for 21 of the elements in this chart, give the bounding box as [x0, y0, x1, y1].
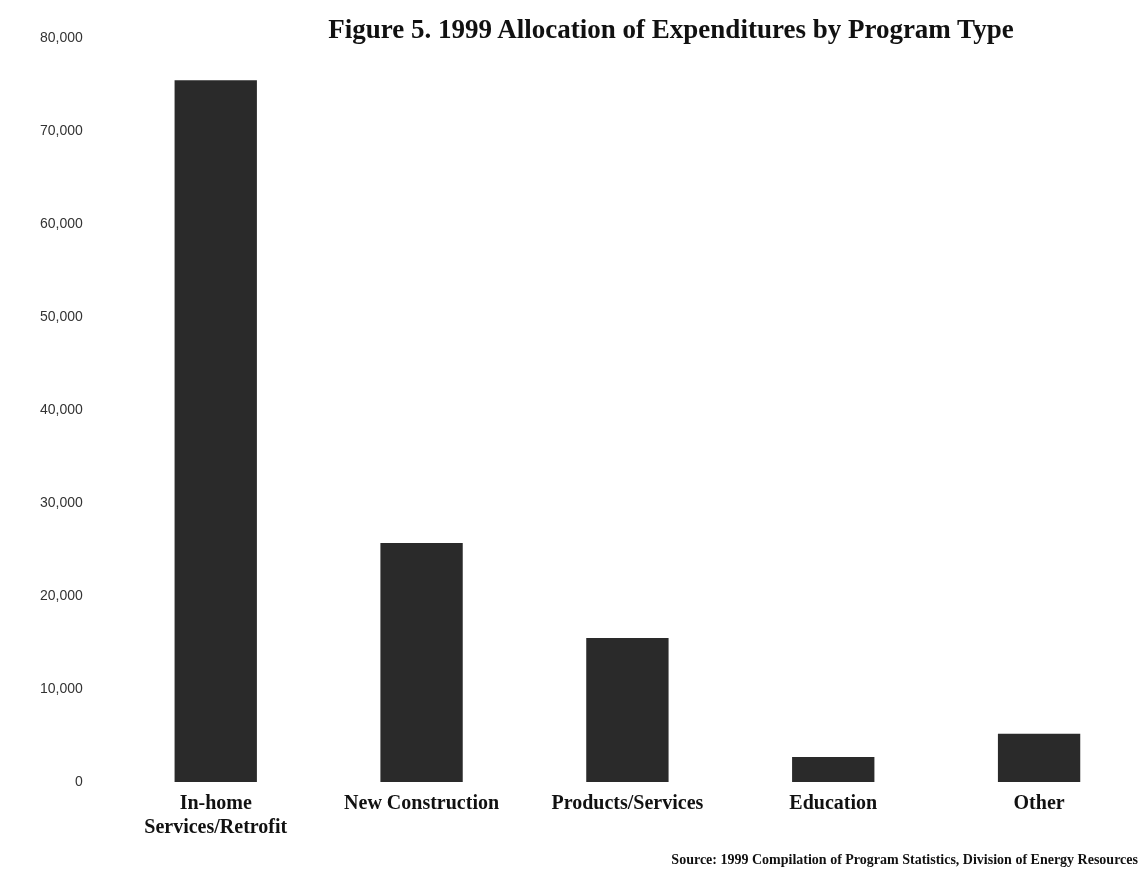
y-tick-label: 0 — [75, 772, 84, 789]
bar — [586, 637, 669, 782]
bar — [997, 733, 1081, 782]
x-tick-label: In-home Services/Retrofit — [144, 791, 288, 838]
y-tick-label: 70,000 — [39, 122, 84, 139]
bar — [380, 543, 463, 782]
y-tick-label: 30,000 — [39, 494, 84, 511]
y-tick-label: 20,000 — [39, 586, 84, 603]
bar — [174, 80, 257, 782]
y-tick-label: 60,000 — [39, 215, 84, 232]
x-tick-label: Other — [1013, 791, 1065, 814]
chart-title: Figure 5. 1999 Allocation of Expenditures by Program Type — [327, 14, 1015, 45]
x-tick-label: Products/Services — [551, 791, 704, 814]
x-tick-label: Education — [789, 791, 878, 814]
source-note: Source: 1999 Compilation of Program Statistics, Division of Energy Resources — [671, 852, 1138, 868]
x-tick-label: New Construction — [344, 791, 500, 814]
y-tick-label: 40,000 — [39, 401, 84, 418]
bar — [792, 756, 875, 782]
y-tick-label: 80,000 — [39, 29, 84, 46]
y-tick-label: 50,000 — [39, 308, 84, 325]
y-tick-label: 10,000 — [39, 679, 84, 696]
